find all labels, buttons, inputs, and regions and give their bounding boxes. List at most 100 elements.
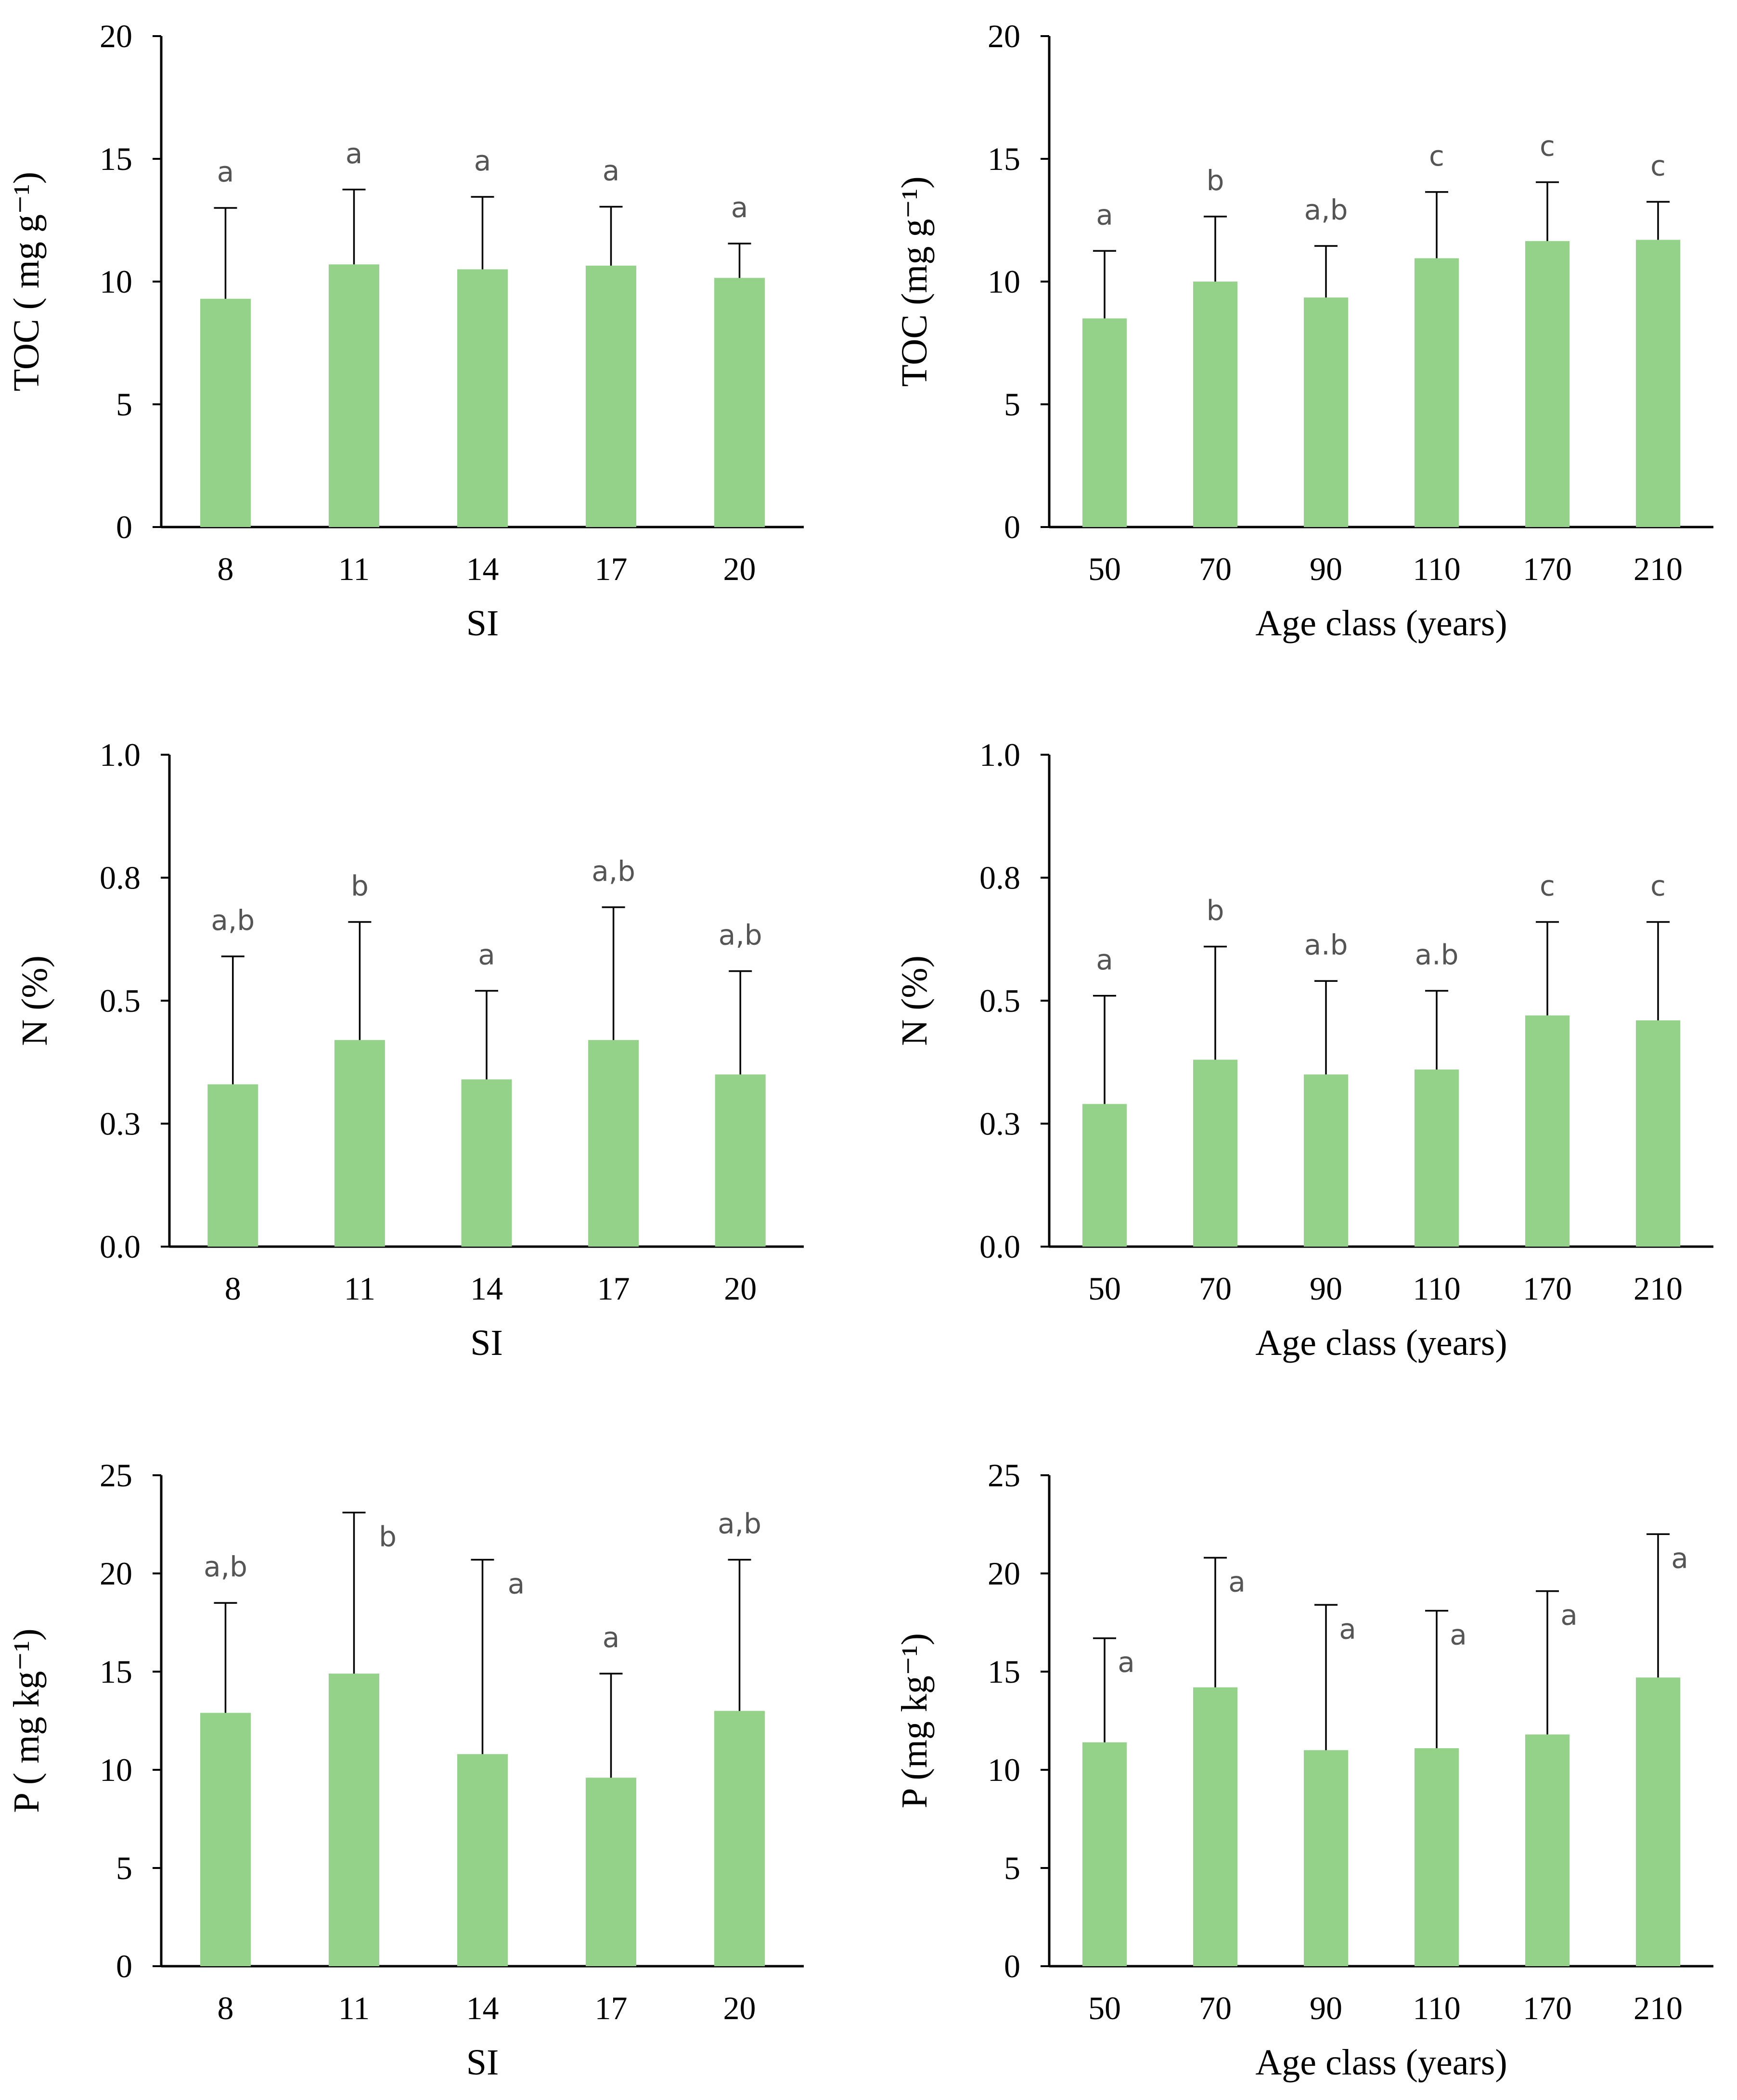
significance-label: c [1540, 869, 1555, 902]
y-tick-label: 0.0 [100, 1228, 141, 1265]
panel-p-by-age: 0 5 10 15 20 25 50 a 70 a 90 a 110 a 170 a 210 a Age class… [894, 1457, 1713, 2083]
significance-label: a,b [719, 919, 762, 952]
y-tick-label: 20 [100, 18, 132, 54]
x-tick-label: 11 [344, 1270, 375, 1307]
bar [1415, 1748, 1459, 1966]
y-tick-label: 10 [988, 1752, 1020, 1788]
bar [588, 1040, 639, 1247]
significance-label: c [1429, 140, 1444, 172]
significance-label: b [351, 869, 369, 902]
x-tick-label: 20 [724, 1270, 757, 1307]
significance-label: a [217, 155, 234, 188]
panel-n-by-si: 0.0 0.3 0.5 0.8 1.0 8 a,b 11 b 14 a 17 a,b 20 a,b SI N (… [14, 736, 804, 1363]
bar [457, 269, 508, 527]
y-tick-label: 0 [116, 509, 132, 545]
x-tick-label: 11 [338, 1990, 370, 2026]
significance-label: a [1671, 1542, 1688, 1574]
x-tick-label: 14 [466, 551, 499, 587]
bar [714, 1711, 765, 1966]
bar [1415, 258, 1459, 527]
bar [1304, 1074, 1348, 1247]
x-tick-label: 8 [218, 1990, 234, 2026]
y-tick-label: 5 [116, 1850, 132, 1886]
x-tick-label: 17 [595, 551, 628, 587]
significance-label: a [731, 191, 748, 224]
y-tick-label: 15 [100, 141, 132, 177]
significance-label: c [1650, 869, 1666, 902]
panel-n-by-age: 0.0 0.3 0.5 0.8 1.0 50 a 70 b 90 a.b 110 a.b 170 c 210 c… [894, 736, 1713, 1363]
x-tick-label: 90 [1310, 1270, 1342, 1307]
y-tick-label: 0.5 [100, 982, 141, 1019]
significance-label: a [474, 144, 491, 177]
bar [1636, 1020, 1680, 1247]
y-tick-label: 25 [988, 1457, 1020, 1494]
x-axis-title: SI [466, 603, 499, 644]
significance-label: c [1650, 149, 1666, 182]
x-tick-label: 90 [1310, 1990, 1342, 2026]
y-tick-label: 0.0 [979, 1228, 1020, 1265]
x-tick-label: 8 [225, 1270, 241, 1307]
panel-toc-by-age: 0 5 10 15 20 50 a 70 b 90 a,b 110 c 170 c 210 c Age class… [894, 18, 1713, 644]
x-tick-label: 170 [1523, 1990, 1572, 2026]
x-tick-label: 210 [1634, 1270, 1683, 1307]
x-tick-label: 70 [1199, 1990, 1232, 2026]
x-axis-title: Age class (years) [1255, 2042, 1507, 2083]
y-tick-label: 15 [988, 141, 1020, 177]
x-tick-label: 70 [1199, 551, 1232, 587]
significance-label: a,b [1304, 193, 1348, 226]
panel-p-by-si: 0 5 10 15 20 25 8 a,b 11 b 14 a 17 a 20 a,b SI P ( mg kg⁻… [6, 1457, 804, 2083]
x-axis-title: SI [470, 1323, 503, 1363]
bar [1193, 282, 1237, 527]
y-tick-label: 0.3 [979, 1106, 1020, 1142]
y-tick-label: 10 [988, 263, 1020, 300]
x-tick-label: 170 [1523, 1270, 1572, 1307]
significance-label: b [1207, 894, 1224, 927]
y-tick-label: 0.8 [979, 860, 1020, 896]
bar [714, 278, 765, 527]
significance-label: b [379, 1520, 397, 1553]
x-axis-title: SI [466, 2042, 499, 2083]
y-axis-title: TOC (mg g⁻¹) [894, 176, 935, 387]
bar [329, 1674, 379, 1966]
x-tick-label: 210 [1634, 551, 1683, 587]
significance-label: a [1118, 1646, 1135, 1679]
x-tick-label: 210 [1634, 1990, 1683, 2026]
x-tick-label: 20 [723, 1990, 756, 2026]
significance-label: a [508, 1567, 525, 1600]
significance-label: b [1207, 164, 1224, 197]
x-tick-label: 8 [218, 551, 234, 587]
y-tick-label: 5 [1004, 1850, 1020, 1886]
significance-label: a.b [1415, 939, 1459, 971]
bar [200, 298, 251, 527]
significance-label: a,b [718, 1507, 761, 1540]
x-axis-title: Age class (years) [1255, 1323, 1507, 1363]
bar [1525, 1734, 1570, 1966]
y-tick-label: 10 [100, 1752, 132, 1788]
bar [1525, 241, 1570, 528]
y-tick-label: 0 [1004, 1948, 1020, 1984]
bar [715, 1074, 766, 1247]
panel-toc-by-si: 0 5 10 15 20 8 a 11 a 14 a 17 a 20 a SI TOC ( mg g⁻¹) [6, 18, 804, 644]
bar [586, 1778, 636, 1966]
x-tick-label: 14 [470, 1270, 503, 1307]
y-axis-title: TOC ( mg g⁻¹) [6, 172, 47, 391]
y-tick-label: 0.5 [979, 982, 1020, 1019]
y-axis-title: N (%) [14, 955, 55, 1046]
x-tick-label: 110 [1413, 1990, 1460, 2026]
y-axis-title: P ( mg kg⁻¹) [6, 1628, 47, 1813]
x-tick-label: 14 [466, 1990, 499, 2026]
significance-label: a [346, 137, 363, 170]
significance-label: a,b [211, 904, 255, 937]
y-tick-label: 10 [100, 263, 132, 300]
significance-label: a [603, 154, 620, 187]
significance-label: a [1560, 1599, 1578, 1632]
significance-label: a [1096, 198, 1113, 231]
x-tick-label: 50 [1088, 1990, 1121, 2026]
significance-label: a.b [1304, 928, 1348, 961]
x-tick-label: 110 [1413, 551, 1460, 587]
x-tick-label: 11 [338, 551, 370, 587]
x-tick-label: 50 [1088, 1270, 1121, 1307]
y-tick-label: 20 [988, 18, 1020, 54]
bar [461, 1079, 512, 1247]
